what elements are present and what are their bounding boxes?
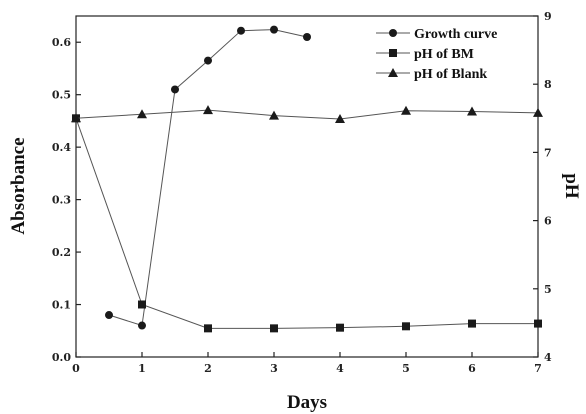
- legend-marker-circle: [389, 29, 397, 37]
- legend: Growth curve pH of BM pH of Blank: [376, 27, 497, 82]
- data-point-triangle: [467, 106, 477, 116]
- legend-item: Growth curve: [376, 27, 497, 42]
- legend-label: Growth curve: [414, 27, 497, 42]
- y-right-tick-label: 9: [544, 10, 552, 23]
- x-tick-label: 1: [138, 362, 146, 375]
- x-axis-ticks: 0 1 2 3 4 5 6 7: [72, 352, 542, 375]
- y-left-tick-label: 0.1: [52, 299, 71, 312]
- y-right-axis-title: pH: [561, 173, 582, 199]
- data-point-square: [468, 319, 476, 328]
- y-left-tick-label: 0.4: [52, 141, 71, 154]
- legend-label: pH of Blank: [414, 67, 487, 82]
- data-point-triangle: [269, 110, 279, 120]
- legend-marker-square: [389, 49, 397, 57]
- y-left-tick-label: 0.0: [52, 351, 71, 364]
- y-right-tick-label: 7: [544, 146, 552, 159]
- y-right-axis-ticks: 4 5 6 7 8 9: [533, 10, 552, 364]
- y-left-axis-title: Absorbance: [8, 137, 29, 234]
- data-point-square: [336, 323, 344, 332]
- data-point-triangle: [71, 113, 81, 123]
- data-point-triangle: [335, 113, 345, 123]
- data-point-square: [534, 319, 542, 328]
- data-point-triangle: [401, 105, 411, 115]
- data-point-square: [138, 300, 146, 309]
- series-line: [75, 109, 539, 120]
- x-tick-label: 6: [468, 362, 476, 375]
- data-point-circle: [303, 32, 311, 41]
- series-line: [108, 29, 308, 327]
- y-right-tick-label: 8: [544, 78, 552, 91]
- legend-item: pH of Blank: [376, 67, 487, 82]
- data-point-triangle: [533, 107, 543, 117]
- y-right-tick-label: 5: [544, 283, 552, 296]
- plot-frame: [75, 15, 539, 358]
- x-tick-label: 3: [270, 362, 278, 375]
- data-point-circle: [105, 311, 113, 320]
- legend-item: pH of BM: [376, 47, 474, 62]
- x-tick-label: 4: [336, 362, 344, 375]
- data-point-square: [402, 322, 410, 331]
- data-point-circle: [270, 25, 278, 34]
- y-left-tick-label: 0.5: [52, 89, 71, 102]
- series-layer: [71, 25, 543, 333]
- series-triangle: [71, 105, 543, 123]
- series-square: [72, 114, 542, 333]
- data-point-triangle: [137, 109, 147, 119]
- y-left-tick-label: 0.2: [52, 246, 71, 259]
- series-line: [75, 118, 538, 329]
- y-left-tick-label: 0.6: [52, 36, 71, 49]
- x-tick-label: 0: [72, 362, 80, 375]
- data-point-circle: [171, 85, 179, 94]
- y-right-tick-label: 6: [544, 215, 552, 228]
- data-point-circle: [138, 321, 146, 330]
- y-right-tick-label: 4: [544, 351, 552, 364]
- x-tick-label: 5: [402, 362, 410, 375]
- data-point-square: [270, 324, 278, 333]
- legend-marker-triangle: [388, 68, 398, 77]
- x-tick-label: 2: [204, 362, 212, 375]
- data-point-triangle: [203, 105, 213, 115]
- y-left-axis-ticks: 0.0 0.1 0.2 0.3 0.4 0.5 0.6: [52, 36, 81, 364]
- data-point-circle: [204, 56, 212, 65]
- series-circle: [105, 25, 311, 330]
- y-left-tick-label: 0.3: [52, 194, 71, 207]
- data-point-circle: [237, 26, 245, 35]
- legend-label: pH of BM: [414, 47, 474, 62]
- x-tick-label: 7: [534, 362, 542, 375]
- x-axis-title: Days: [287, 392, 327, 413]
- data-point-square: [204, 324, 212, 333]
